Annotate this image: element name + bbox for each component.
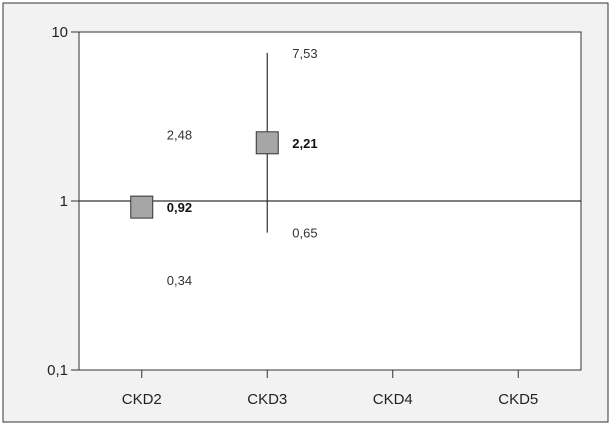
y-tick-label: 0,1 (47, 362, 68, 379)
x-axis: CKD2 CKD3 CKD4 CKD5 (122, 370, 538, 408)
x-tick-label: CKD5 (498, 391, 538, 408)
x-tick-label: CKD3 (247, 391, 287, 408)
y-tick-label: 10 (51, 24, 68, 41)
upper-ci-label: 7,53 (292, 46, 317, 61)
lower-ci-label: 0,65 (292, 226, 317, 241)
x-tick-label: CKD2 (122, 391, 162, 408)
estimate-marker (130, 195, 154, 219)
upper-ci-label: 2,48 (167, 127, 192, 142)
y-tick-label: 1 (60, 193, 68, 210)
data-marks: 0,92 2,48 0,34 2,21 7,53 0,65 (130, 46, 318, 288)
estimate-label: 2,21 (292, 136, 317, 151)
x-tick-label: CKD4 (373, 391, 413, 408)
y-axis: 0,1 1 10 (47, 24, 79, 379)
lower-ci-label: 0,34 (167, 273, 192, 288)
estimate-marker (255, 131, 279, 155)
estimate-label: 0,92 (167, 200, 192, 215)
